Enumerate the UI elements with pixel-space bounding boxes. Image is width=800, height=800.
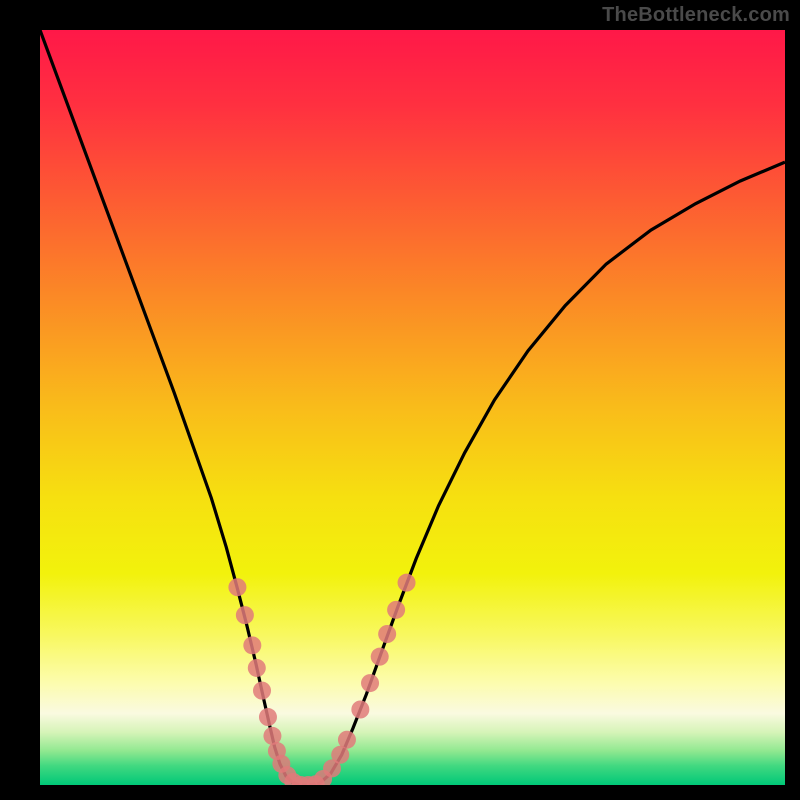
watermark-text: TheBottleneck.com [602,4,790,27]
chart-root: TheBottleneck.com [0,0,800,800]
plot-inner [40,30,785,785]
gradient-background [40,30,785,785]
plot-area [40,30,785,785]
